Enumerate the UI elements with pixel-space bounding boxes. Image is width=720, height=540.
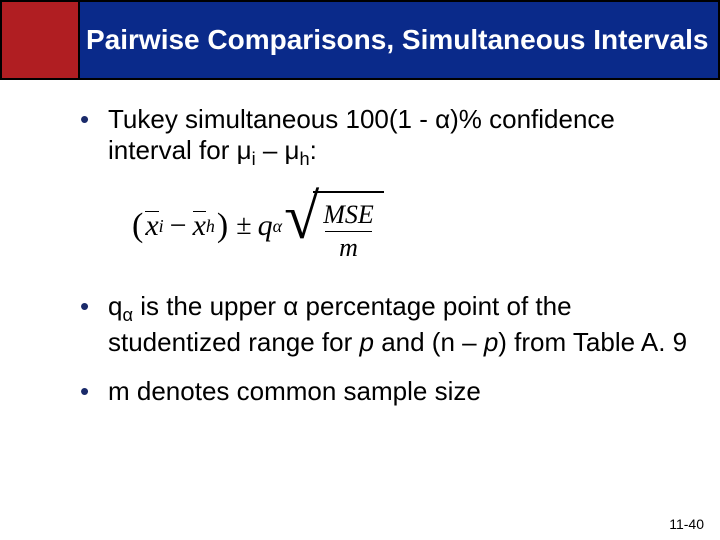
bullet-3-text: m denotes common sample size: [108, 376, 700, 407]
bullet-dot: •: [80, 291, 108, 322]
slide-title: Pairwise Comparisons, Simultaneous Inter…: [86, 25, 708, 54]
rparen: ): [215, 207, 230, 245]
title-band: Pairwise Comparisons, Simultaneous Inter…: [80, 0, 720, 80]
bullet-1-text: Tukey simultaneous 100(1 - α)% confidenc…: [108, 104, 700, 171]
bullet-dot: •: [80, 376, 108, 407]
bullet-1-sub-h: h: [300, 149, 310, 169]
slide-number: 11-40: [669, 516, 704, 532]
sqrt: √ MSE m: [284, 191, 384, 261]
formula-block: ( xi − xh ) ± qα √ MSE m: [80, 191, 700, 261]
sub-h: h: [206, 216, 215, 237]
bullet-1-main: Tukey simultaneous 100(1 - α)% confidenc…: [108, 104, 615, 165]
bullet-2-p2: p: [484, 327, 498, 357]
q-sub-alpha: α: [273, 216, 282, 237]
bullet-2-p1: p: [360, 327, 374, 357]
bullet-dot: •: [80, 104, 108, 135]
bullet-3: • m denotes common sample size: [80, 376, 700, 407]
bullet-2-alpha-sub: α: [122, 305, 133, 325]
denominator-m: m: [325, 231, 372, 261]
red-accent-box: [0, 0, 80, 80]
slide-content: • Tukey simultaneous 100(1 - α)% confide…: [0, 80, 720, 407]
numerator-mse: MSE: [321, 201, 376, 230]
bullet-2-q: q: [108, 291, 122, 321]
x-i: x: [145, 209, 158, 242]
lparen: (: [130, 207, 145, 245]
slide-header: Pairwise Comparisons, Simultaneous Inter…: [0, 0, 720, 80]
bullet-2-text: qα is the upper α percentage point of th…: [108, 291, 700, 358]
bullet-1: • Tukey simultaneous 100(1 - α)% confide…: [80, 104, 700, 171]
bullet-2-tail: ) from Table A. 9: [498, 327, 687, 357]
q-symbol: q: [258, 209, 273, 243]
bullet-2-mid: and (n –: [374, 327, 484, 357]
bullet-2: • qα is the upper α percentage point of …: [80, 291, 700, 358]
minus-op: −: [164, 209, 193, 243]
xbar-h: x: [193, 209, 206, 243]
radicand: MSE m: [313, 191, 384, 261]
tukey-formula: ( xi − xh ) ± qα √ MSE m: [130, 191, 384, 261]
bullet-1-tail: :: [310, 135, 317, 165]
xbar-i: x: [145, 209, 158, 243]
radical-sign: √: [284, 195, 319, 265]
plus-minus: ±: [230, 210, 257, 242]
fraction: MSE m: [321, 201, 376, 261]
bullet-1-mid: – μ: [256, 135, 300, 165]
x-h: x: [193, 209, 206, 242]
